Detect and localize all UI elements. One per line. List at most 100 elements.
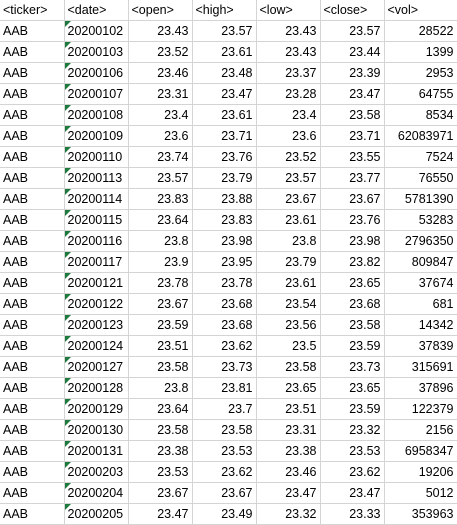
cell-high[interactable]: 23.81 [192, 377, 257, 399]
cell-date[interactable]: 20200109 [64, 125, 129, 147]
cell-low[interactable]: 23.6 [256, 125, 321, 147]
cell-close[interactable]: 23.67 [320, 188, 385, 210]
cell-open[interactable]: 23.51 [128, 335, 193, 357]
cell-high[interactable]: 23.53 [192, 440, 257, 462]
cell-vol[interactable]: 809847 [384, 251, 457, 273]
cell-ticker[interactable]: AAB [0, 356, 65, 378]
cell-high[interactable]: 23.61 [192, 41, 257, 63]
cell-date[interactable]: 20200122 [64, 293, 129, 315]
cell-close[interactable]: 23.77 [320, 167, 385, 189]
cell-close[interactable]: 23.65 [320, 272, 385, 294]
cell-low[interactable]: 23.65 [256, 377, 321, 399]
cell-close[interactable]: 23.59 [320, 335, 385, 357]
cell-low[interactable]: 23.37 [256, 62, 321, 84]
cell-high[interactable]: 23.61 [192, 104, 257, 126]
cell-date[interactable]: 20200103 [64, 41, 129, 63]
cell-low[interactable]: 23.4 [256, 104, 321, 126]
cell-ticker[interactable]: AAB [0, 440, 65, 462]
cell-open[interactable]: 23.38 [128, 440, 193, 462]
cell-date[interactable]: 20200121 [64, 272, 129, 294]
cell-close[interactable]: 23.76 [320, 209, 385, 231]
cell-high[interactable]: 23.71 [192, 125, 257, 147]
cell-date[interactable]: 20200129 [64, 398, 129, 420]
header-cell-high[interactable]: <high> [192, 0, 257, 21]
cell-vol[interactable]: 14342 [384, 314, 457, 336]
cell-date[interactable]: 20200108 [64, 104, 129, 126]
cell-vol[interactable]: 2156 [384, 419, 457, 441]
cell-high[interactable]: 23.7 [192, 398, 257, 420]
cell-high[interactable]: 23.68 [192, 314, 257, 336]
cell-high[interactable]: 23.67 [192, 482, 257, 504]
cell-close[interactable]: 23.73 [320, 356, 385, 378]
cell-date[interactable]: 20200107 [64, 83, 129, 105]
cell-close[interactable]: 23.68 [320, 293, 385, 315]
cell-vol[interactable]: 353963 [384, 503, 457, 525]
cell-high[interactable]: 23.49 [192, 503, 257, 525]
cell-ticker[interactable]: AAB [0, 377, 65, 399]
cell-ticker[interactable]: AAB [0, 83, 65, 105]
cell-ticker[interactable]: AAB [0, 146, 65, 168]
cell-date[interactable]: 20200203 [64, 461, 129, 483]
cell-high[interactable]: 23.76 [192, 146, 257, 168]
cell-date[interactable]: 20200110 [64, 146, 129, 168]
header-cell-date[interactable]: <date> [64, 0, 129, 21]
cell-high[interactable]: 23.57 [192, 20, 257, 42]
cell-high[interactable]: 23.68 [192, 293, 257, 315]
cell-open[interactable]: 23.58 [128, 419, 193, 441]
cell-open[interactable]: 23.6 [128, 125, 193, 147]
cell-low[interactable]: 23.47 [256, 482, 321, 504]
cell-open[interactable]: 23.57 [128, 167, 193, 189]
cell-high[interactable]: 23.88 [192, 188, 257, 210]
cell-vol[interactable]: 8534 [384, 104, 457, 126]
cell-open[interactable]: 23.58 [128, 356, 193, 378]
cell-ticker[interactable]: AAB [0, 167, 65, 189]
cell-vol[interactable]: 53283 [384, 209, 457, 231]
cell-high[interactable]: 23.79 [192, 167, 257, 189]
cell-high[interactable]: 23.95 [192, 251, 257, 273]
cell-close[interactable]: 23.47 [320, 83, 385, 105]
cell-open[interactable]: 23.4 [128, 104, 193, 126]
cell-date[interactable]: 20200128 [64, 377, 129, 399]
cell-date[interactable]: 20200205 [64, 503, 129, 525]
cell-close[interactable]: 23.33 [320, 503, 385, 525]
cell-close[interactable]: 23.44 [320, 41, 385, 63]
cell-ticker[interactable]: AAB [0, 503, 65, 525]
cell-date[interactable]: 20200102 [64, 20, 129, 42]
cell-vol[interactable]: 5012 [384, 482, 457, 504]
cell-low[interactable]: 23.31 [256, 419, 321, 441]
cell-vol[interactable]: 76550 [384, 167, 457, 189]
cell-close[interactable]: 23.53 [320, 440, 385, 462]
cell-low[interactable]: 23.56 [256, 314, 321, 336]
cell-vol[interactable]: 2953 [384, 62, 457, 84]
cell-close[interactable]: 23.39 [320, 62, 385, 84]
cell-date[interactable]: 20200106 [64, 62, 129, 84]
cell-low[interactable]: 23.5 [256, 335, 321, 357]
cell-open[interactable]: 23.64 [128, 398, 193, 420]
cell-close[interactable]: 23.98 [320, 230, 385, 252]
cell-open[interactable]: 23.74 [128, 146, 193, 168]
cell-vol[interactable]: 315691 [384, 356, 457, 378]
cell-low[interactable]: 23.32 [256, 503, 321, 525]
cell-high[interactable]: 23.62 [192, 461, 257, 483]
cell-vol[interactable]: 64755 [384, 83, 457, 105]
cell-open[interactable]: 23.59 [128, 314, 193, 336]
cell-ticker[interactable]: AAB [0, 272, 65, 294]
cell-ticker[interactable]: AAB [0, 482, 65, 504]
cell-low[interactable]: 23.43 [256, 20, 321, 42]
cell-close[interactable]: 23.55 [320, 146, 385, 168]
cell-ticker[interactable]: AAB [0, 20, 65, 42]
cell-date[interactable]: 20200204 [64, 482, 129, 504]
cell-close[interactable]: 23.58 [320, 314, 385, 336]
cell-vol[interactable]: 681 [384, 293, 457, 315]
cell-date[interactable]: 20200113 [64, 167, 129, 189]
cell-vol[interactable]: 28522 [384, 20, 457, 42]
cell-vol[interactable]: 62083971 [384, 125, 457, 147]
cell-low[interactable]: 23.38 [256, 440, 321, 462]
cell-high[interactable]: 23.62 [192, 335, 257, 357]
header-cell-low[interactable]: <low> [256, 0, 321, 21]
cell-ticker[interactable]: AAB [0, 251, 65, 273]
cell-low[interactable]: 23.79 [256, 251, 321, 273]
cell-open[interactable]: 23.53 [128, 461, 193, 483]
cell-open[interactable]: 23.67 [128, 482, 193, 504]
